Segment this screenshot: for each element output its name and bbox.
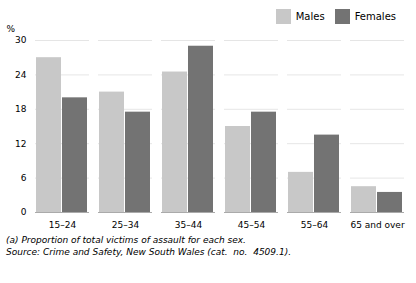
svg-text:15–24: 15–24 — [49, 220, 77, 230]
svg-text:6: 6 — [21, 173, 27, 183]
svg-text:18: 18 — [15, 104, 27, 114]
svg-text:55–64: 55–64 — [301, 220, 329, 230]
svg-text:12: 12 — [15, 139, 26, 149]
svg-text:45–54: 45–54 — [238, 220, 266, 230]
html-text:Females: Females — [354, 11, 396, 22]
svg-text:0: 0 — [21, 207, 27, 217]
svg-text:65 and over: 65 and over — [350, 220, 404, 230]
svg-text:30: 30 — [15, 35, 27, 45]
svg-text:24: 24 — [15, 70, 27, 80]
svg-text:35–44: 35–44 — [175, 220, 203, 230]
html-text:(a) Proportion of total victim: (a) Proportion of total victims of assau… — [6, 235, 246, 245]
svg-text:%: % — [7, 24, 16, 34]
html-text:Males: Males — [295, 11, 325, 22]
svg-text:25–34: 25–34 — [112, 220, 140, 230]
html-text:Source: Crime and Safety, New: Source: Crime and Safety, New South Wale… — [6, 247, 291, 257]
